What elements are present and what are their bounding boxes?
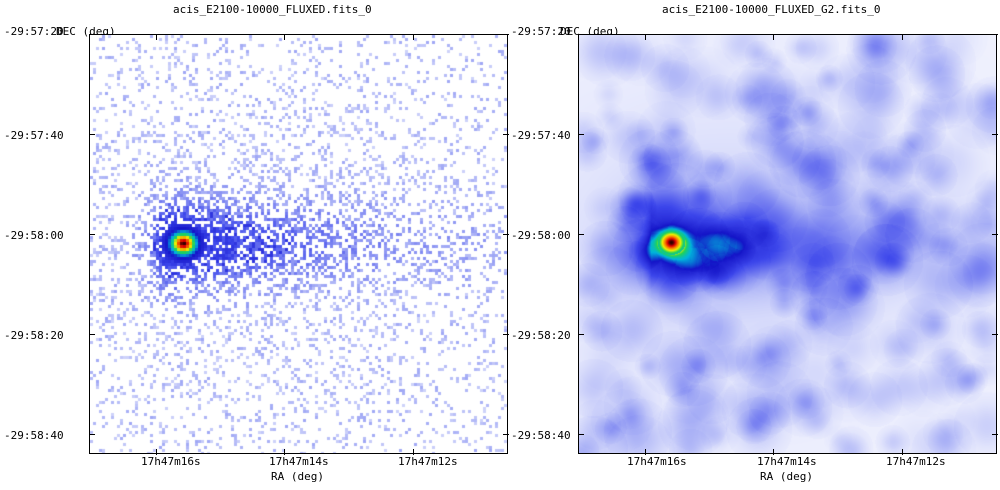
tick-mark — [503, 134, 509, 135]
y-tick-label: -29:57:40 — [511, 129, 571, 142]
tick-mark — [578, 34, 584, 35]
tick-mark — [992, 234, 998, 235]
tick-mark — [503, 34, 509, 35]
x-tick-label: 17h47m16s — [627, 455, 687, 468]
tick-mark — [89, 34, 95, 35]
tick-mark — [503, 434, 509, 435]
y-tick-label: -29:58:00 — [4, 229, 64, 242]
x-tick-label: 17h47m12s — [398, 455, 458, 468]
tick-mark — [773, 34, 774, 40]
y-tick-label: -29:58:20 — [4, 329, 64, 342]
tick-mark — [992, 34, 998, 35]
tick-mark — [773, 449, 774, 455]
tick-mark — [503, 334, 509, 335]
image-frame[interactable] — [89, 34, 508, 454]
y-tick-label: -29:58:20 — [511, 329, 571, 342]
tick-mark — [89, 134, 95, 135]
tick-mark — [284, 449, 285, 455]
x-tick-label: 17h47m16s — [141, 455, 201, 468]
x-axis-label: RA (deg) — [271, 470, 324, 483]
tick-mark — [578, 434, 584, 435]
y-tick-label: -29:58:40 — [511, 429, 571, 442]
sky-image[interactable] — [90, 35, 507, 453]
tick-mark — [503, 234, 509, 235]
x-tick-label: 17h47m12s — [886, 455, 946, 468]
tick-mark — [992, 334, 998, 335]
tick-mark — [413, 34, 414, 40]
y-tick-label: -29:57:40 — [4, 129, 64, 142]
tick-mark — [992, 434, 998, 435]
tick-mark — [89, 234, 95, 235]
tick-mark — [578, 234, 584, 235]
sky-image[interactable] — [579, 35, 996, 453]
tick-mark — [413, 449, 414, 455]
tick-mark — [645, 449, 646, 455]
tick-mark — [156, 449, 157, 455]
image-frame[interactable] — [578, 34, 997, 454]
x-axis-label: RA (deg) — [760, 470, 813, 483]
tick-mark — [902, 449, 903, 455]
y-tick-label: -29:58:00 — [511, 229, 571, 242]
panel-title: acis_E2100-10000_FLUXED.fits_0 — [173, 3, 372, 16]
x-tick-label: 17h47m14s — [269, 455, 329, 468]
tick-mark — [89, 334, 95, 335]
tick-mark — [156, 34, 157, 40]
y-tick-label: -29:57:20 — [4, 25, 64, 38]
panel-title: acis_E2100-10000_FLUXED_G2.fits_0 — [662, 3, 881, 16]
y-tick-label: -29:57:20 — [511, 25, 571, 38]
tick-mark — [284, 34, 285, 40]
tick-mark — [89, 434, 95, 435]
tick-mark — [578, 334, 584, 335]
x-tick-label: 17h47m14s — [757, 455, 817, 468]
y-tick-label: -29:58:40 — [4, 429, 64, 442]
tick-mark — [645, 34, 646, 40]
tick-mark — [902, 34, 903, 40]
tick-mark — [578, 134, 584, 135]
tick-mark — [992, 134, 998, 135]
